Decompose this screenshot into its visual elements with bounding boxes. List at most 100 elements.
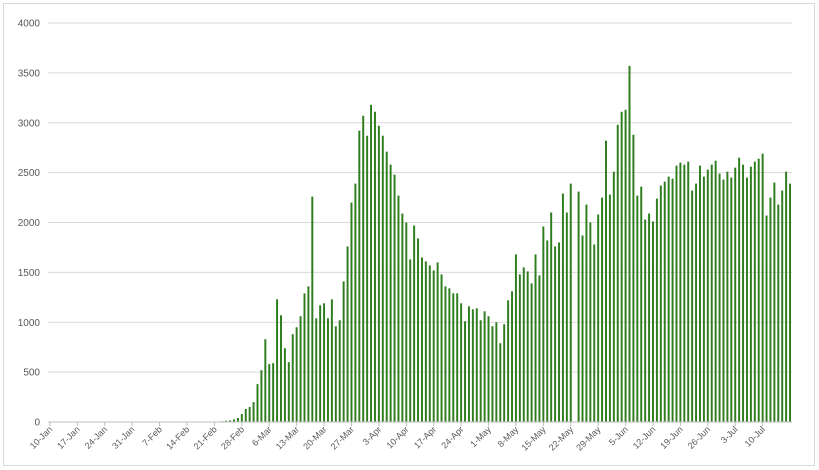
x-tick-label: 24-Apr xyxy=(439,424,465,450)
y-tick-label: 2000 xyxy=(18,218,41,229)
x-tick-label: 1-May xyxy=(468,424,493,449)
bar xyxy=(432,270,435,422)
x-tick-label: 17-Apr xyxy=(412,424,438,450)
bar xyxy=(424,261,427,422)
bar xyxy=(315,318,318,422)
bar xyxy=(526,271,529,422)
bar xyxy=(612,171,615,422)
y-tick-label: 3500 xyxy=(18,68,41,79)
bar xyxy=(291,334,294,422)
x-tick-label: 3-Apr xyxy=(361,424,384,447)
bar xyxy=(554,246,557,422)
bar xyxy=(659,185,662,422)
bar xyxy=(542,226,545,422)
bar xyxy=(695,183,698,422)
bar xyxy=(373,111,376,422)
y-tick-labels: 0 500 1000 1500 2000 2500 3000 3500 4000 xyxy=(18,19,41,429)
bar xyxy=(593,244,596,422)
x-tick-label: 21-Feb xyxy=(192,424,219,451)
bar xyxy=(581,235,584,422)
bar xyxy=(511,291,513,422)
y-tick-label: 500 xyxy=(23,368,40,379)
x-tick-label: 27-Mar xyxy=(329,424,356,451)
y-tick-label: 2500 xyxy=(18,168,41,179)
bar xyxy=(565,212,568,422)
bar xyxy=(240,414,243,422)
bar xyxy=(256,384,259,422)
bar xyxy=(452,293,455,422)
x-tick-label: 29-May xyxy=(574,424,603,453)
bar xyxy=(323,303,326,422)
y-tick-label: 0 xyxy=(34,418,40,429)
bar xyxy=(514,254,517,422)
bar xyxy=(722,179,725,422)
bar xyxy=(546,240,549,422)
bar xyxy=(675,165,678,422)
bar xyxy=(370,104,373,422)
bar xyxy=(264,339,267,422)
bar xyxy=(397,195,400,422)
bar xyxy=(601,197,604,422)
bar xyxy=(773,182,776,422)
bar xyxy=(358,130,361,422)
x-tick-label: 15-May xyxy=(519,424,548,453)
bar xyxy=(303,293,306,422)
bar xyxy=(393,174,396,422)
bar xyxy=(522,267,525,422)
bar xyxy=(487,316,490,422)
bar xyxy=(628,65,631,422)
bar xyxy=(683,164,686,422)
bar xyxy=(530,283,533,422)
bar xyxy=(464,321,467,422)
bar xyxy=(769,197,772,422)
bar xyxy=(620,111,623,422)
bar xyxy=(706,169,709,422)
bar xyxy=(346,246,349,422)
bar xyxy=(330,299,333,422)
bar xyxy=(671,178,674,422)
bar xyxy=(569,183,572,422)
bar xyxy=(283,348,286,422)
bar xyxy=(718,173,721,422)
bar xyxy=(377,125,380,423)
bar xyxy=(538,275,541,422)
bar xyxy=(287,362,290,422)
bar xyxy=(252,402,255,422)
bar xyxy=(276,299,279,422)
bar xyxy=(405,222,408,422)
bar xyxy=(597,214,600,422)
bar xyxy=(679,162,682,422)
bar xyxy=(413,225,416,422)
bar xyxy=(409,259,412,422)
bar xyxy=(342,281,345,422)
x-tick-label: 8-May xyxy=(496,424,521,449)
bar xyxy=(381,135,384,422)
bar xyxy=(307,286,310,422)
bar xyxy=(777,204,780,422)
bar xyxy=(495,322,498,422)
x-tick-labels: 10-Jan 17-Jan 24-Jan 31-Jan 7-Feb 14-Feb 21-Fe… xyxy=(28,424,767,453)
bar xyxy=(644,219,647,422)
x-tick-label: 10-Jul xyxy=(743,424,767,448)
x-tick-label: 22-May xyxy=(547,424,576,453)
bar xyxy=(616,124,619,422)
bar xyxy=(491,326,494,422)
bar xyxy=(260,370,263,422)
bar xyxy=(624,109,627,422)
bar xyxy=(327,318,329,422)
bar xyxy=(687,161,690,422)
bar xyxy=(518,274,521,422)
bar xyxy=(663,181,666,422)
x-tick-label: 24-Jan xyxy=(83,424,110,451)
bar xyxy=(765,215,768,422)
bar xyxy=(702,176,705,422)
grid-lines xyxy=(48,22,792,373)
bar xyxy=(577,191,580,422)
x-tick-label: 31-Jan xyxy=(110,424,137,451)
bar xyxy=(389,164,392,422)
x-tick-label: 26-Jun xyxy=(686,424,713,451)
bar xyxy=(233,419,235,422)
bar xyxy=(507,300,510,422)
x-tick-label: 10-Apr xyxy=(385,424,411,450)
